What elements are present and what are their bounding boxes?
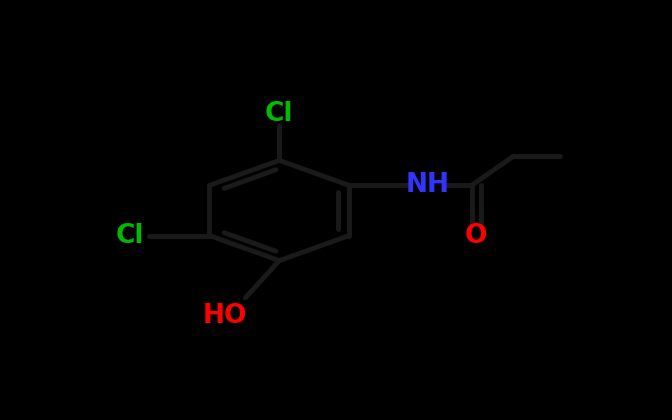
Text: Cl: Cl	[265, 102, 294, 127]
Text: O: O	[465, 223, 487, 249]
Text: NH: NH	[405, 173, 450, 198]
Text: HO: HO	[202, 302, 247, 328]
Text: Cl: Cl	[116, 223, 144, 249]
